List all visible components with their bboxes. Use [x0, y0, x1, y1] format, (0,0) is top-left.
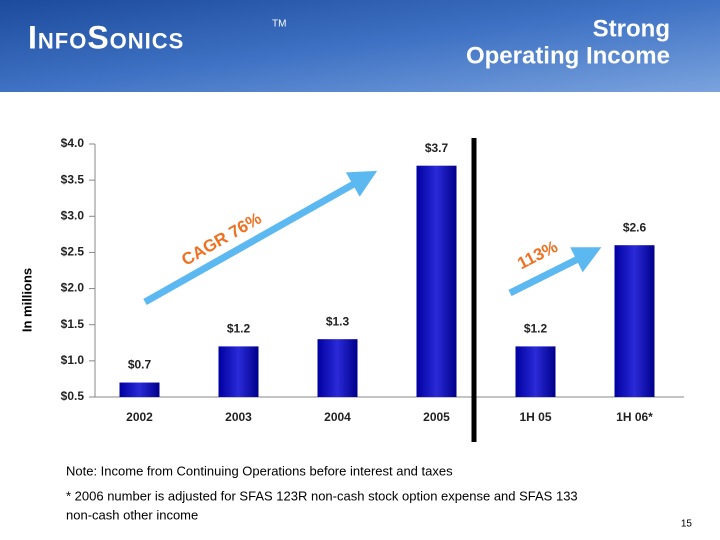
bar	[317, 339, 358, 397]
value-label: $1.3	[326, 314, 350, 328]
y-tick-label: $3.5	[61, 172, 85, 186]
bar	[515, 346, 556, 397]
trademark: TM	[272, 19, 286, 30]
arrow	[143, 170, 378, 306]
x-tick-label: 1H 06*	[616, 410, 653, 424]
note: Note: Income from Continuing Operations …	[66, 463, 453, 478]
slide-title: Operating Income	[466, 42, 670, 69]
x-tick-label: 2003	[225, 410, 252, 424]
value-label: $2.6	[623, 220, 647, 234]
y-tick-label: $2.0	[61, 281, 85, 295]
note: * 2006 number is adjusted for SFAS 123R …	[66, 488, 578, 503]
bar	[416, 165, 457, 397]
value-label: $3.7	[425, 141, 449, 155]
x-tick-label: 2005	[423, 410, 450, 424]
y-tick-label: $2.5	[61, 245, 85, 259]
bar	[119, 382, 160, 397]
bar	[218, 346, 259, 397]
y-tick-label: $1.5	[61, 317, 85, 331]
header-band	[0, 0, 720, 92]
y-axis-label: In millions	[19, 268, 34, 332]
x-tick-label: 2002	[126, 410, 153, 424]
page-number: 15	[681, 519, 693, 530]
value-label: $1.2	[227, 322, 251, 336]
bar	[614, 245, 655, 397]
y-tick-label: $1.0	[61, 353, 85, 367]
x-tick-label: 2004	[324, 410, 351, 424]
chart: In millions CAGR 76% 113% $0.5$1.0$1.5$2…	[19, 136, 684, 442]
y-tick-label: $3.0	[61, 208, 85, 222]
y-tick-label: $4.0	[61, 136, 85, 150]
note: non-cash other income	[66, 507, 198, 522]
arrow	[508, 247, 602, 297]
slide-title: Strong	[593, 15, 670, 42]
value-label: $1.2	[524, 322, 548, 336]
x-tick-label: 1H 05	[519, 410, 551, 424]
value-label: $0.7	[128, 358, 152, 372]
y-tick-label: $0.5	[61, 389, 85, 403]
logo: InfoSonics	[28, 19, 184, 55]
